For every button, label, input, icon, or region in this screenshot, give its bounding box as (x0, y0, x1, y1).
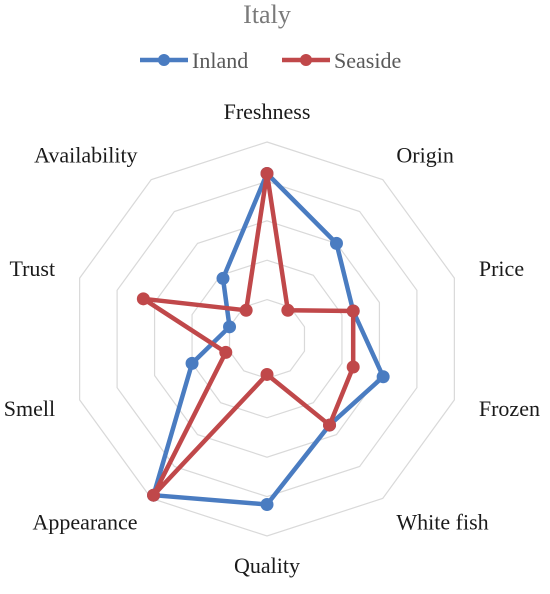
axis-label-freshness: Freshness (224, 99, 311, 124)
axis-label-white-fish: White fish (396, 510, 488, 535)
legend-marker-seaside (300, 54, 312, 66)
data-point-inland-trust (223, 320, 237, 334)
data-point-seaside-origin (281, 303, 295, 317)
data-point-inland-availability (216, 271, 230, 285)
axis-label-quality: Quality (234, 553, 300, 578)
data-point-seaside-white-fish (323, 418, 337, 432)
chart-title: Italy (243, 0, 291, 29)
legend-marker-inland (158, 54, 170, 66)
axis-label-trust: Trust (9, 256, 55, 281)
legend: Inland Seaside (140, 48, 401, 73)
data-point-seaside-quality (260, 367, 274, 381)
grid-ring-5 (79, 141, 455, 537)
axis-label-origin: Origin (396, 142, 453, 167)
data-point-seaside-frozen (346, 360, 360, 374)
radar-grid (79, 141, 455, 537)
axis-label-frozen: Frozen (479, 396, 540, 421)
data-point-seaside-price (346, 304, 360, 318)
axis-label-smell: Smell (4, 396, 55, 421)
axis-label-availability: Availability (34, 142, 137, 167)
legend-label-inland: Inland (192, 48, 248, 73)
data-point-seaside-smell (219, 345, 233, 359)
data-point-inland-smell (185, 356, 199, 370)
series-layer (136, 167, 390, 511)
axis-label-appearance: Appearance (33, 510, 138, 535)
data-point-seaside-availability (239, 303, 253, 317)
axis-labels: Freshness Origin Price Frozen White fish Qual… (4, 99, 540, 578)
grid-ring-3 (153, 220, 381, 458)
data-point-seaside-appearance (147, 488, 161, 502)
series-line-inland (151, 171, 386, 507)
data-point-inland-origin (329, 236, 343, 250)
data-point-seaside-freshness (260, 167, 274, 181)
data-point-seaside-trust (136, 292, 150, 306)
data-point-inland-frozen (376, 370, 390, 384)
axis-label-price: Price (479, 256, 524, 281)
grid-ring-2 (191, 259, 343, 419)
grid-ring-4 (116, 180, 418, 498)
data-point-inland-quality (260, 497, 274, 511)
legend-label-seaside: Seaside (334, 48, 401, 73)
